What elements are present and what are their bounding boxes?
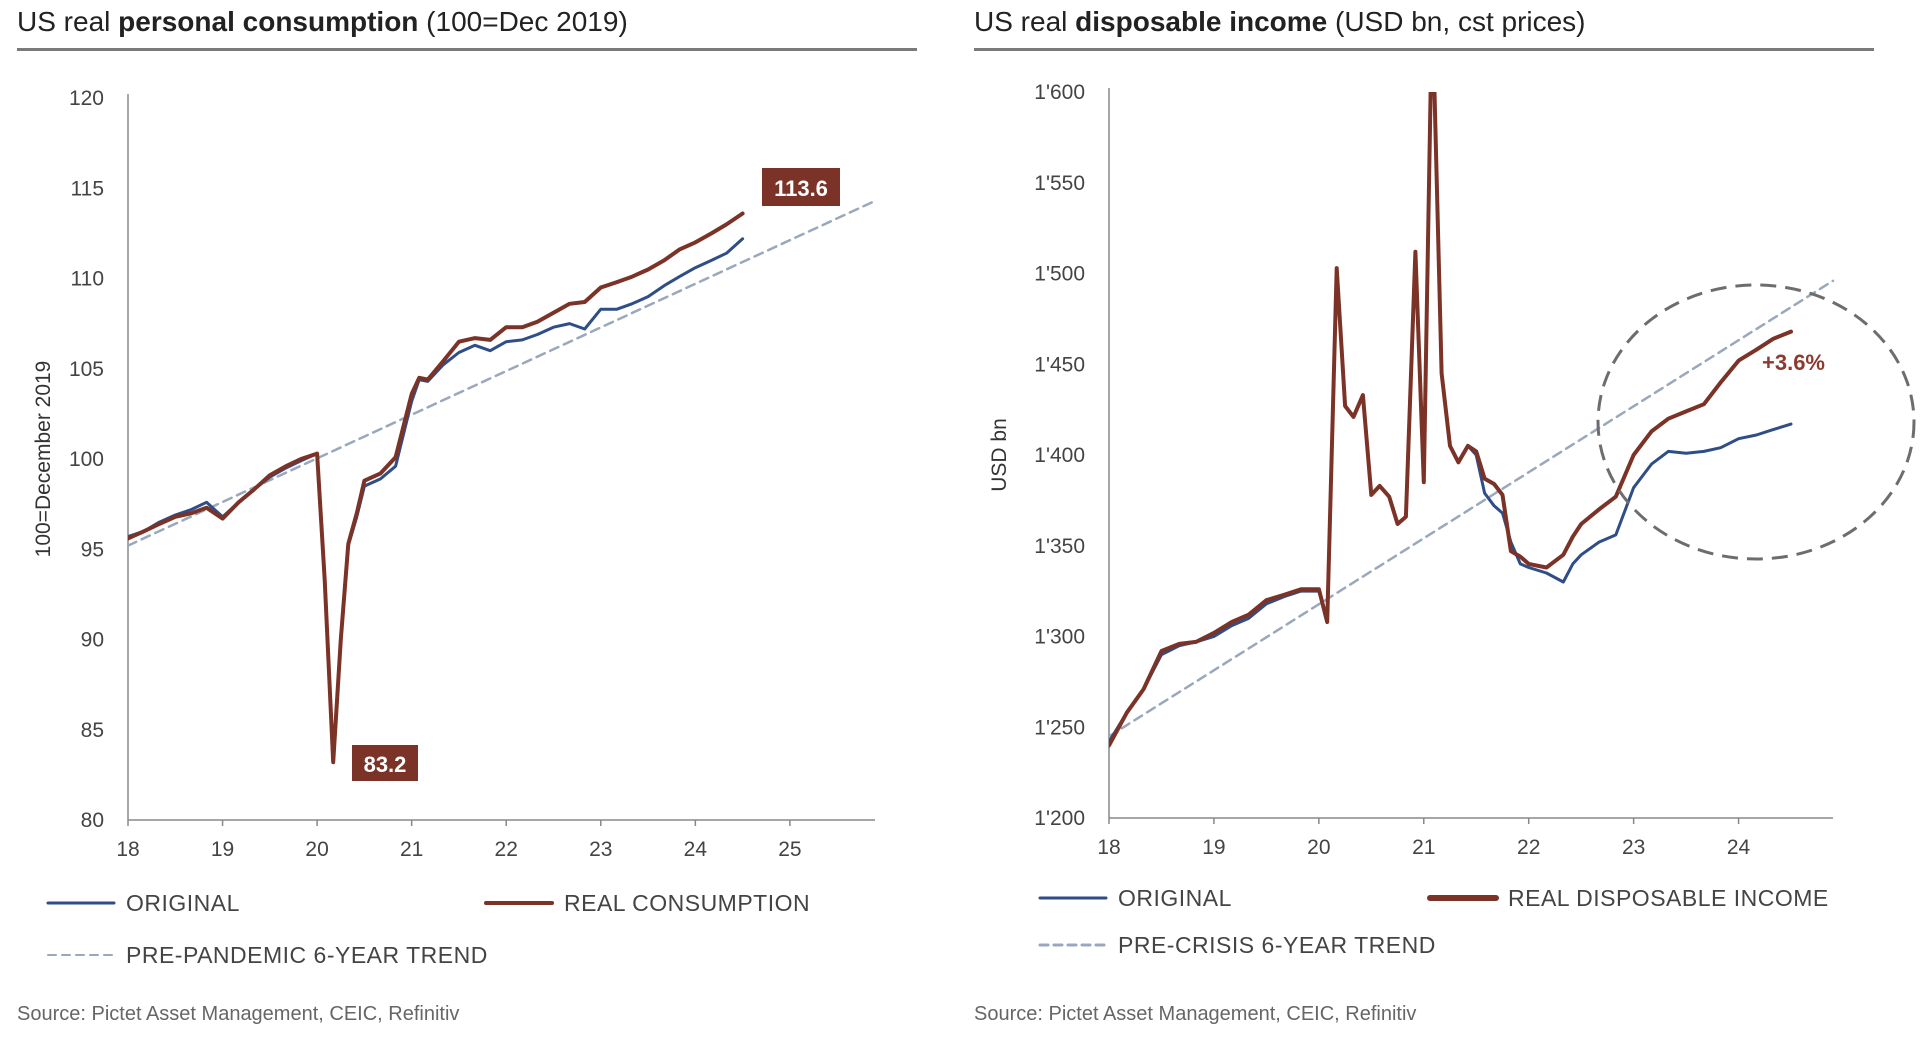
income-panel: US real disposable income (USD bn, cst p…	[960, 0, 1920, 1041]
y-tick-label: 1'550	[1034, 172, 1085, 195]
y-tick-label: 95	[81, 538, 104, 561]
x-tick-label: 21	[400, 838, 423, 861]
callout-label-low: 83.2	[364, 752, 407, 777]
y-tick-label: 1'600	[1034, 81, 1085, 104]
consumption-chart: 80 85 90 95 100 105 110 115 120 18 19 20 21 22 23 24 25 1…	[32, 87, 877, 968]
y-tick-label: 1'300	[1034, 626, 1085, 649]
y-axis-label: 100=December 2019	[32, 361, 55, 558]
x-tick-label: 20	[1307, 836, 1330, 859]
source-note: Source: Pictet Asset Management, CEIC, R…	[974, 1003, 1417, 1025]
series-line-real	[128, 211, 745, 765]
y-axis-label: USD bn	[988, 418, 1011, 492]
x-tick-label: 22	[1517, 836, 1540, 859]
x-tick-label: 24	[684, 838, 708, 861]
y-tick-label: 90	[81, 629, 104, 652]
x-tick-label: 25	[778, 838, 801, 861]
y-tick-label: 120	[69, 87, 104, 110]
series-line-real	[1109, 92, 1793, 748]
legend-label-real: REAL DISPOSABLE INCOME	[1508, 885, 1829, 911]
legend-label-trend: PRE-PANDEMIC 6-YEAR TREND	[126, 942, 488, 968]
y-tick-label: 100	[69, 448, 104, 471]
x-tick-label: 22	[495, 838, 518, 861]
consumption-chart-title: US real personal consumption (100=Dec 20…	[17, 6, 628, 37]
x-tick-label: 18	[116, 838, 139, 861]
x-tick-label: 19	[1202, 836, 1225, 859]
title-rule	[17, 48, 917, 51]
legend-label-original: ORIGINAL	[126, 890, 240, 916]
title-rule	[974, 48, 1874, 51]
x-tick-label: 21	[1412, 836, 1435, 859]
y-tick-label: 1'450	[1034, 353, 1085, 376]
x-tick-label: 18	[1097, 836, 1120, 859]
highlight-circle	[1596, 283, 1916, 561]
legend-label-trend: PRE-CRISIS 6-YEAR TREND	[1118, 932, 1436, 958]
income-chart-title: US real disposable income (USD bn, cst p…	[974, 6, 1586, 37]
gap-annotation: +3.6%	[1762, 350, 1825, 375]
x-tick-label: 19	[211, 838, 234, 861]
x-tick-label: 24	[1727, 836, 1751, 859]
consumption-panel: US real personal consumption (100=Dec 20…	[0, 0, 930, 1041]
x-tick-label: 23	[589, 838, 612, 861]
y-tick-label: 1'500	[1034, 263, 1085, 286]
series-line-original	[128, 237, 745, 764]
series-line-trend	[1109, 279, 1835, 738]
x-tick-label: 20	[305, 838, 328, 861]
y-tick-label: 115	[71, 177, 104, 200]
series-line-trend	[128, 199, 877, 547]
y-tick-label: 1'400	[1034, 444, 1085, 467]
y-tick-label: 105	[69, 358, 104, 381]
y-tick-label: 110	[71, 268, 104, 291]
y-tick-label: 1'200	[1034, 807, 1085, 830]
callout-label-high: 113.6	[774, 176, 828, 201]
callout-box-low	[352, 745, 418, 781]
y-tick-label: 80	[81, 809, 104, 832]
legend-label-real: REAL CONSUMPTION	[564, 890, 810, 916]
legend-label-original: ORIGINAL	[1118, 885, 1232, 911]
y-tick-label: 85	[81, 719, 104, 742]
income-chart: 1'200 1'250 1'300 1'350 1'400 1'450 1'500 1'550…	[988, 81, 1916, 958]
y-tick-label: 1'250	[1034, 716, 1085, 739]
y-tick-label: 1'350	[1034, 535, 1085, 558]
callout-box-high	[762, 168, 840, 206]
source-note: Source: Pictet Asset Management, CEIC, R…	[17, 1003, 460, 1025]
x-tick-label: 23	[1622, 836, 1645, 859]
